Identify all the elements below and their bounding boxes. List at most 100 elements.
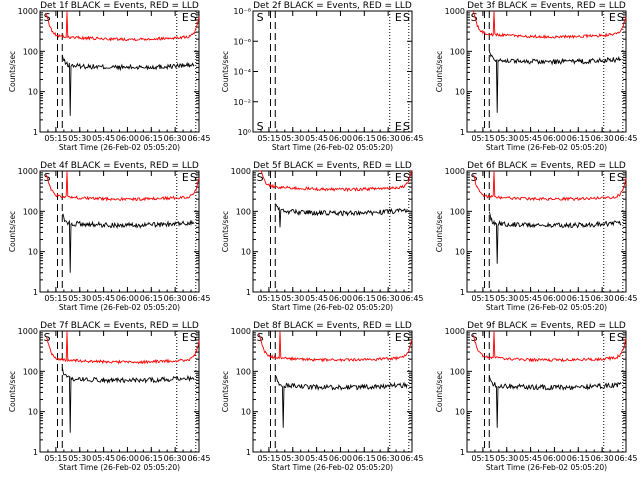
events-series-line [274, 203, 408, 228]
x-tick-label: 05:45 [519, 294, 542, 303]
y-tick-label: 1 [33, 288, 38, 297]
x-tick-label: 06:00 [329, 454, 352, 463]
plot-frame [39, 330, 200, 453]
y-tick-label: 10⁻⁴ [233, 68, 251, 77]
time-marker-label: E [609, 171, 616, 184]
y-tick-label: 1 [460, 288, 465, 297]
x-tick-label: 06:30 [164, 294, 187, 303]
lld-series-line [473, 170, 627, 202]
y-tick-label: 1000 [231, 327, 251, 336]
lld-series-line [472, 330, 627, 363]
x-axis-label: Start Time (26-Feb-02 05:05:20) [486, 143, 607, 152]
events-series-line [61, 367, 195, 433]
y-tick-label: 10⁻⁸ [233, 7, 251, 16]
x-tick-label: 06:30 [377, 134, 400, 143]
lld-series-line [472, 10, 627, 40]
time-marker-label: S [617, 331, 624, 344]
x-tick-label: 05:30 [495, 454, 518, 463]
x-tick-label: 05:15 [471, 454, 494, 463]
time-marker-label: E [395, 171, 402, 184]
x-axis-label: Start Time (26-Feb-02 05:05:20) [486, 303, 607, 312]
detector-panel-1: Det 1f BLACK = Events, RED = LLD 1 10 100 10… [8, 1, 211, 152]
time-marker-label: S [257, 120, 264, 133]
x-tick-label: 05:45 [305, 454, 328, 463]
x-axis-label: Start Time (26-Feb-02 05:05:20) [272, 463, 393, 472]
x-tick-label: 06:00 [543, 294, 566, 303]
y-tick-label: 1 [460, 128, 465, 137]
time-marker-label: E [182, 331, 189, 344]
x-tick-label: 06:45 [614, 134, 637, 143]
detector-panel-9: Det 9f BLACK = Events, RED = LLD 1 10 100 10… [435, 321, 638, 472]
events-series-line [274, 374, 408, 428]
time-marker-label: S [190, 171, 197, 184]
plot-frame [466, 10, 627, 133]
time-marker-label: E [182, 11, 189, 24]
x-tick-label: 06:30 [591, 454, 614, 463]
y-tick-label: 1000 [445, 167, 465, 176]
events-series-line [488, 375, 622, 428]
y-tick-label: 100 [236, 207, 251, 216]
x-tick-label: 05:15 [471, 134, 494, 143]
x-tick-label: 05:30 [495, 294, 518, 303]
x-tick-label: 05:45 [519, 454, 542, 463]
x-tick-label: 05:30 [68, 454, 91, 463]
x-tick-label: 06:00 [116, 294, 139, 303]
y-tick-label: 1000 [231, 167, 251, 176]
y-tick-label: 1 [246, 288, 251, 297]
detector-panel-8: Det 8f BLACK = Events, RED = LLD 1 10 100 10… [221, 321, 424, 472]
x-tick-label: 05:15 [44, 134, 67, 143]
x-tick-label: 05:30 [281, 294, 304, 303]
time-marker-label: S [257, 171, 264, 184]
x-tick-label: 06:15 [353, 294, 376, 303]
time-marker-label: S [257, 11, 264, 24]
y-tick-label: 100 [23, 47, 38, 56]
y-tick-label: 10 [28, 408, 38, 417]
x-tick-label: 06:00 [116, 134, 139, 143]
plot-frame [39, 10, 200, 133]
y-tick-label: 10 [455, 248, 465, 257]
x-tick-label: 06:00 [329, 134, 352, 143]
y-tick-label: 1 [460, 448, 465, 457]
plot-frame [466, 170, 627, 293]
lld-series-line [258, 330, 413, 363]
panel-title: Det 4f BLACK = Events, RED = LLD [40, 161, 199, 171]
panel-title: Det 3f BLACK = Events, RED = LLD [467, 1, 626, 11]
y-axis-label: Counts/sec [221, 371, 230, 412]
x-tick-label: 06:15 [140, 134, 163, 143]
panel-title: Det 8f BLACK = Events, RED = LLD [253, 321, 412, 331]
time-marker-label: S [403, 120, 410, 133]
x-tick-label: 06:15 [140, 294, 163, 303]
x-tick-label: 06:30 [591, 294, 614, 303]
x-tick-label: 06:45 [614, 294, 637, 303]
x-tick-label: 06:00 [329, 294, 352, 303]
events-series-line [62, 213, 195, 273]
x-tick-label: 06:15 [567, 294, 590, 303]
x-tick-label: 05:30 [68, 134, 91, 143]
lld-series-line [259, 170, 413, 193]
plot-frame [252, 10, 413, 133]
x-tick-label: 05:30 [68, 294, 91, 303]
y-axis-label: Counts/sec [221, 51, 230, 92]
x-tick-label: 06:15 [567, 134, 590, 143]
detector-panel-5: Det 5f BLACK = Events, RED = LLD 1 10 100 10… [221, 161, 424, 312]
x-axis-label: Start Time (26-Feb-02 05:05:20) [59, 303, 180, 312]
x-tick-label: 06:45 [400, 454, 423, 463]
x-tick-label: 06:00 [116, 454, 139, 463]
y-tick-label: 10 [455, 408, 465, 417]
y-axis-label: Counts/sec [8, 51, 17, 92]
y-tick-label: 1 [246, 448, 251, 457]
panel-title: Det 9f BLACK = Events, RED = LLD [467, 321, 626, 331]
y-axis-label: Counts/sec [221, 211, 230, 252]
time-marker-label: S [403, 11, 410, 24]
y-tick-label: 100 [450, 367, 465, 376]
x-tick-label: 06:45 [187, 454, 210, 463]
y-axis-label: Counts/sec [435, 211, 444, 252]
time-marker-label: E [395, 11, 402, 24]
x-tick-label: 06:15 [567, 454, 590, 463]
events-series-line [61, 54, 195, 116]
time-marker-label: S [617, 171, 624, 184]
time-marker-label: E [609, 11, 616, 24]
time-marker-label: S [617, 11, 624, 24]
x-tick-label: 06:45 [400, 294, 423, 303]
